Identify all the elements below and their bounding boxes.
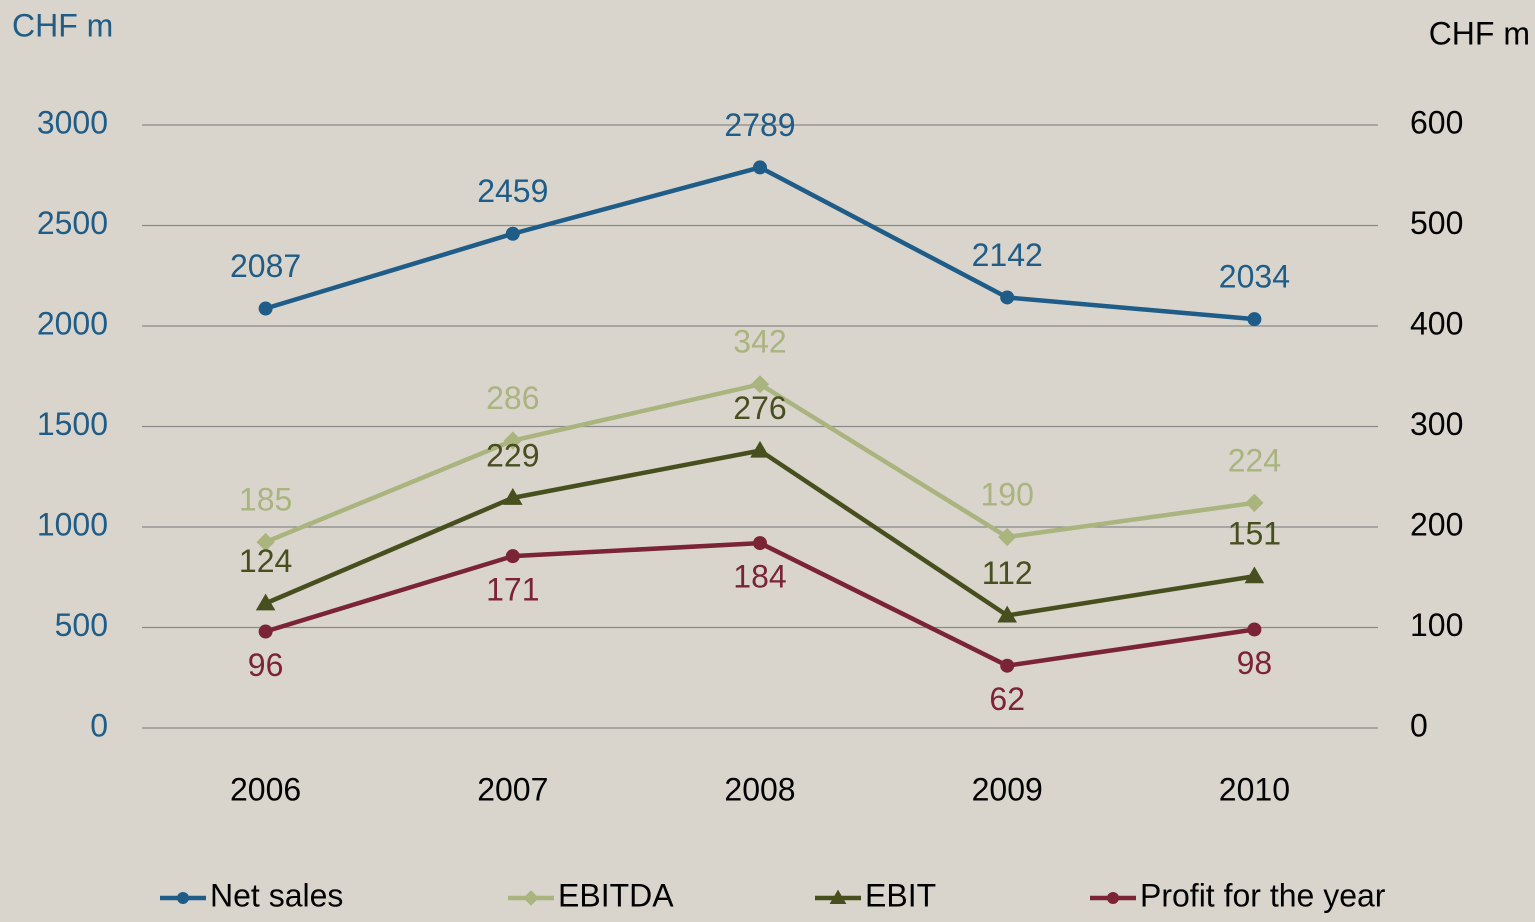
data-label: 98: [1237, 645, 1273, 681]
legend-marker: [177, 892, 189, 904]
y2-tick-label: 500: [1410, 205, 1463, 241]
y-tick-label: 2500: [37, 205, 108, 241]
marker: [750, 440, 770, 458]
y-axis-label: CHF m: [12, 7, 113, 43]
marker: [258, 624, 273, 639]
y-tick-label: 1500: [37, 406, 108, 442]
data-label: 342: [733, 324, 786, 360]
data-label: 190: [981, 477, 1034, 513]
data-label: 62: [989, 681, 1025, 717]
x-tick-label: 2006: [230, 771, 301, 807]
y2-tick-label: 600: [1410, 104, 1463, 140]
data-label: 2142: [972, 237, 1043, 273]
marker: [503, 431, 522, 450]
y2-tick-label: 200: [1410, 506, 1463, 542]
marker: [256, 532, 275, 552]
marker: [997, 605, 1017, 623]
legend-label: Profit for the year: [1140, 877, 1386, 913]
marker: [503, 488, 523, 505]
x-tick-label: 2007: [477, 771, 548, 807]
x-tick-label: 2010: [1219, 771, 1290, 807]
y2-axis-label: CHF m: [1429, 15, 1530, 51]
marker: [998, 527, 1017, 547]
marker: [1245, 493, 1264, 512]
marker: [505, 549, 520, 564]
y-tick-label: 2000: [37, 305, 108, 341]
y2-tick-label: 100: [1410, 607, 1463, 643]
data-label: 124: [239, 543, 292, 579]
data-label: 96: [248, 647, 284, 683]
data-label: 151: [1228, 516, 1281, 552]
legend-marker: [829, 889, 847, 904]
data-label: 2789: [724, 107, 795, 143]
data-label: 286: [486, 380, 539, 416]
data-label: 224: [1228, 442, 1281, 478]
marker: [505, 226, 520, 241]
marker: [1244, 566, 1265, 584]
data-label: 185: [239, 482, 292, 518]
legend-label: EBIT: [865, 877, 936, 913]
legend-label: EBITDA: [558, 877, 674, 913]
y2-tick-label: 300: [1410, 406, 1463, 442]
y2-tick-label: 0: [1410, 707, 1428, 743]
marker: [753, 160, 767, 175]
y-tick-label: 1000: [37, 506, 108, 542]
marker: [1000, 658, 1015, 673]
data-label: 2087: [230, 248, 301, 284]
y-tick-label: 3000: [37, 104, 108, 140]
marker: [1247, 622, 1262, 637]
x-tick-label: 2009: [972, 771, 1043, 807]
legend-marker: [1107, 892, 1119, 904]
y2-tick-label: 400: [1410, 305, 1463, 341]
data-label: 171: [486, 572, 539, 608]
y-tick-label: 0: [90, 707, 108, 743]
marker: [750, 375, 770, 394]
y-tick-label: 500: [55, 607, 108, 643]
marker: [753, 536, 767, 551]
marker: [258, 301, 273, 316]
data-label: 2459: [477, 173, 548, 209]
marker: [1247, 312, 1262, 327]
data-label: 229: [486, 437, 539, 473]
marker: [1000, 290, 1015, 305]
data-label: 112: [982, 555, 1033, 591]
x-tick-label: 2008: [724, 771, 795, 807]
data-label: 2034: [1219, 259, 1290, 295]
data-label: 184: [733, 559, 786, 595]
legend-marker: [523, 890, 539, 906]
data-label: 276: [733, 390, 786, 426]
marker: [255, 593, 276, 611]
legend-label: Net sales: [210, 877, 343, 913]
